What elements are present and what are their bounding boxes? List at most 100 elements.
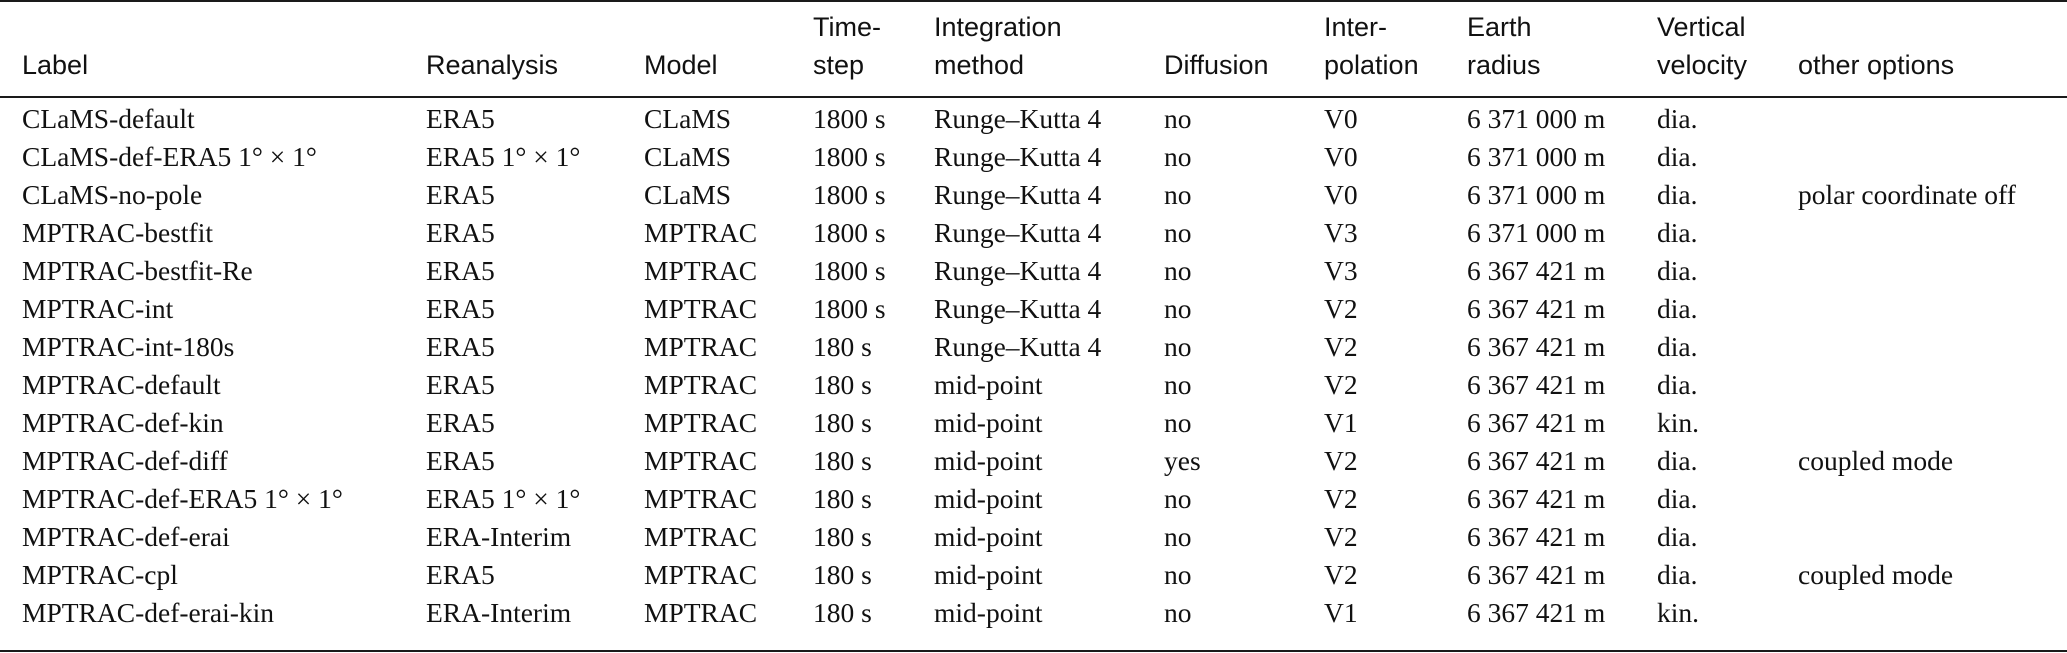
cell-model: MPTRAC bbox=[644, 597, 758, 628]
cell-diffusion: no bbox=[1164, 179, 1192, 210]
cell-vertical-velocity: dia. bbox=[1657, 293, 1698, 324]
cell-diffusion: no bbox=[1164, 483, 1192, 514]
cell-time-step: 180 s bbox=[813, 445, 872, 476]
column-header-label: Label bbox=[22, 50, 89, 80]
cell-integration-method: mid-point bbox=[934, 483, 1043, 514]
cell-interpolation: V2 bbox=[1324, 293, 1358, 324]
cell-earth-radius: 6 371 000 m bbox=[1467, 103, 1606, 134]
table-row: MPTRAC-def-erai ERA-Interim MPTRAC 180 s mid… bbox=[0, 518, 2067, 556]
table-row: MPTRAC-int-180s ERA5 MPTRAC 180 s Runge–Kutt… bbox=[0, 328, 2067, 366]
table-row: MPTRAC-def-diff ERA5 MPTRAC 180 s mid-point y… bbox=[0, 442, 2067, 480]
cell-model: MPTRAC bbox=[644, 217, 758, 248]
cell-integration-method: mid-point bbox=[934, 559, 1043, 590]
cell-vertical-velocity: dia. bbox=[1657, 141, 1698, 172]
cell-integration-method: mid-point bbox=[934, 445, 1043, 476]
cell-earth-radius: 6 367 421 m bbox=[1467, 521, 1606, 552]
cell-earth-radius: 6 371 000 m bbox=[1467, 217, 1606, 248]
cell-interpolation: V2 bbox=[1324, 559, 1358, 590]
cell-model: MPTRAC bbox=[644, 445, 758, 476]
cell-earth-radius: 6 367 421 m bbox=[1467, 483, 1606, 514]
cell-other-options bbox=[1798, 214, 2067, 252]
cell-interpolation: V2 bbox=[1324, 331, 1358, 362]
table-row: MPTRAC-int ERA5 MPTRAC 1800 s Runge–Kutta 4 n… bbox=[0, 290, 2067, 328]
cell-interpolation: V1 bbox=[1324, 597, 1358, 628]
cell-time-step: 1800 s bbox=[813, 179, 886, 210]
column-header-integration-method: Integration method bbox=[934, 12, 1062, 80]
column-header-other-options: other options bbox=[1798, 50, 1955, 80]
cell-model: MPTRAC bbox=[644, 255, 758, 286]
cell-earth-radius: 6 367 421 m bbox=[1467, 255, 1606, 286]
cell-label: MPTRAC-def-ERA5 1° × 1° bbox=[22, 483, 343, 514]
cell-vertical-velocity: dia. bbox=[1657, 217, 1698, 248]
cell-other-options bbox=[1798, 518, 2067, 556]
cell-vertical-velocity: dia. bbox=[1657, 103, 1698, 134]
cell-vertical-velocity: dia. bbox=[1657, 179, 1698, 210]
cell-other-options bbox=[1798, 290, 2067, 328]
cell-vertical-velocity: dia. bbox=[1657, 445, 1698, 476]
cell-label: MPTRAC-bestfit-Re bbox=[22, 255, 253, 286]
cell-earth-radius: 6 367 421 m bbox=[1467, 331, 1606, 362]
cell-time-step: 180 s bbox=[813, 483, 872, 514]
cell-time-step: 1800 s bbox=[813, 293, 886, 324]
cell-label: MPTRAC-default bbox=[22, 369, 221, 400]
cell-reanalysis: ERA5 bbox=[426, 179, 495, 210]
cell-time-step: 1800 s bbox=[813, 103, 886, 134]
cell-integration-method: Runge–Kutta 4 bbox=[934, 217, 1102, 248]
cell-model: MPTRAC bbox=[644, 559, 758, 590]
cell-label: CLaMS-default bbox=[22, 103, 195, 134]
cell-diffusion: no bbox=[1164, 369, 1192, 400]
table-top-rule bbox=[0, 0, 2067, 2]
cell-reanalysis: ERA5 bbox=[426, 331, 495, 362]
cell-time-step: 1800 s bbox=[813, 255, 886, 286]
cell-label: MPTRAC-bestfit bbox=[22, 217, 213, 248]
cell-integration-method: Runge–Kutta 4 bbox=[934, 293, 1102, 324]
cell-time-step: 1800 s bbox=[813, 141, 886, 172]
cell-integration-method: Runge–Kutta 4 bbox=[934, 103, 1102, 134]
cell-other-options: polar coordinate off bbox=[1798, 179, 2016, 210]
cell-diffusion: no bbox=[1164, 103, 1192, 134]
cell-other-options bbox=[1798, 138, 2067, 176]
cell-reanalysis: ERA5 bbox=[426, 445, 495, 476]
column-header-model: Model bbox=[644, 50, 718, 80]
cell-other-options bbox=[1798, 594, 2067, 632]
cell-label: MPTRAC-def-kin bbox=[22, 407, 224, 438]
cell-interpolation: V0 bbox=[1324, 179, 1358, 210]
cell-earth-radius: 6 371 000 m bbox=[1467, 179, 1606, 210]
cell-other-options bbox=[1798, 366, 2067, 404]
cell-integration-method: mid-point bbox=[934, 521, 1043, 552]
cell-reanalysis: ERA-Interim bbox=[426, 521, 572, 552]
cell-integration-method: Runge–Kutta 4 bbox=[934, 141, 1102, 172]
column-header-time-step: Time-step bbox=[813, 12, 881, 80]
cell-model: MPTRAC bbox=[644, 407, 758, 438]
cell-interpolation: V3 bbox=[1324, 217, 1358, 248]
table-row: MPTRAC-def-ERA5 1° × 1° ERA5 1° × 1° MPTRA… bbox=[0, 480, 2067, 518]
cell-reanalysis: ERA5 1° × 1° bbox=[426, 141, 581, 172]
cell-time-step: 180 s bbox=[813, 369, 872, 400]
cell-earth-radius: 6 367 421 m bbox=[1467, 407, 1606, 438]
cell-integration-method: mid-point bbox=[934, 369, 1043, 400]
cell-other-options bbox=[1798, 404, 2067, 442]
simulation-settings-table: Label Reanalysis Model Time-step Integration… bbox=[0, 0, 2067, 632]
cell-integration-method: Runge–Kutta 4 bbox=[934, 255, 1102, 286]
table-row: MPTRAC-cpl ERA5 MPTRAC 180 s mid-point no V2 6 … bbox=[0, 556, 2067, 594]
column-header-diffusion: Diffusion bbox=[1164, 50, 1269, 80]
cell-time-step: 180 s bbox=[813, 331, 872, 362]
table-bottom-rule bbox=[0, 650, 2067, 652]
cell-label: MPTRAC-int-180s bbox=[22, 331, 235, 362]
table-header: Label Reanalysis Model Time-step Integration… bbox=[0, 0, 2067, 88]
cell-earth-radius: 6 367 421 m bbox=[1467, 445, 1606, 476]
cell-reanalysis: ERA5 bbox=[426, 369, 495, 400]
cell-other-options bbox=[1798, 328, 2067, 366]
cell-vertical-velocity: dia. bbox=[1657, 255, 1698, 286]
cell-other-options bbox=[1798, 252, 2067, 290]
cell-earth-radius: 6 367 421 m bbox=[1467, 369, 1606, 400]
cell-integration-method: Runge–Kutta 4 bbox=[934, 179, 1102, 210]
cell-diffusion: no bbox=[1164, 293, 1192, 324]
cell-diffusion: no bbox=[1164, 141, 1192, 172]
cell-diffusion: no bbox=[1164, 217, 1192, 248]
table-row: MPTRAC-default ERA5 MPTRAC 180 s mid-point no… bbox=[0, 366, 2067, 404]
cell-interpolation: V2 bbox=[1324, 369, 1358, 400]
cell-label: MPTRAC-int bbox=[22, 293, 174, 324]
column-header-interpolation: Inter-polation bbox=[1324, 12, 1419, 80]
table-row: MPTRAC-def-kin ERA5 MPTRAC 180 s mid-point no… bbox=[0, 404, 2067, 442]
